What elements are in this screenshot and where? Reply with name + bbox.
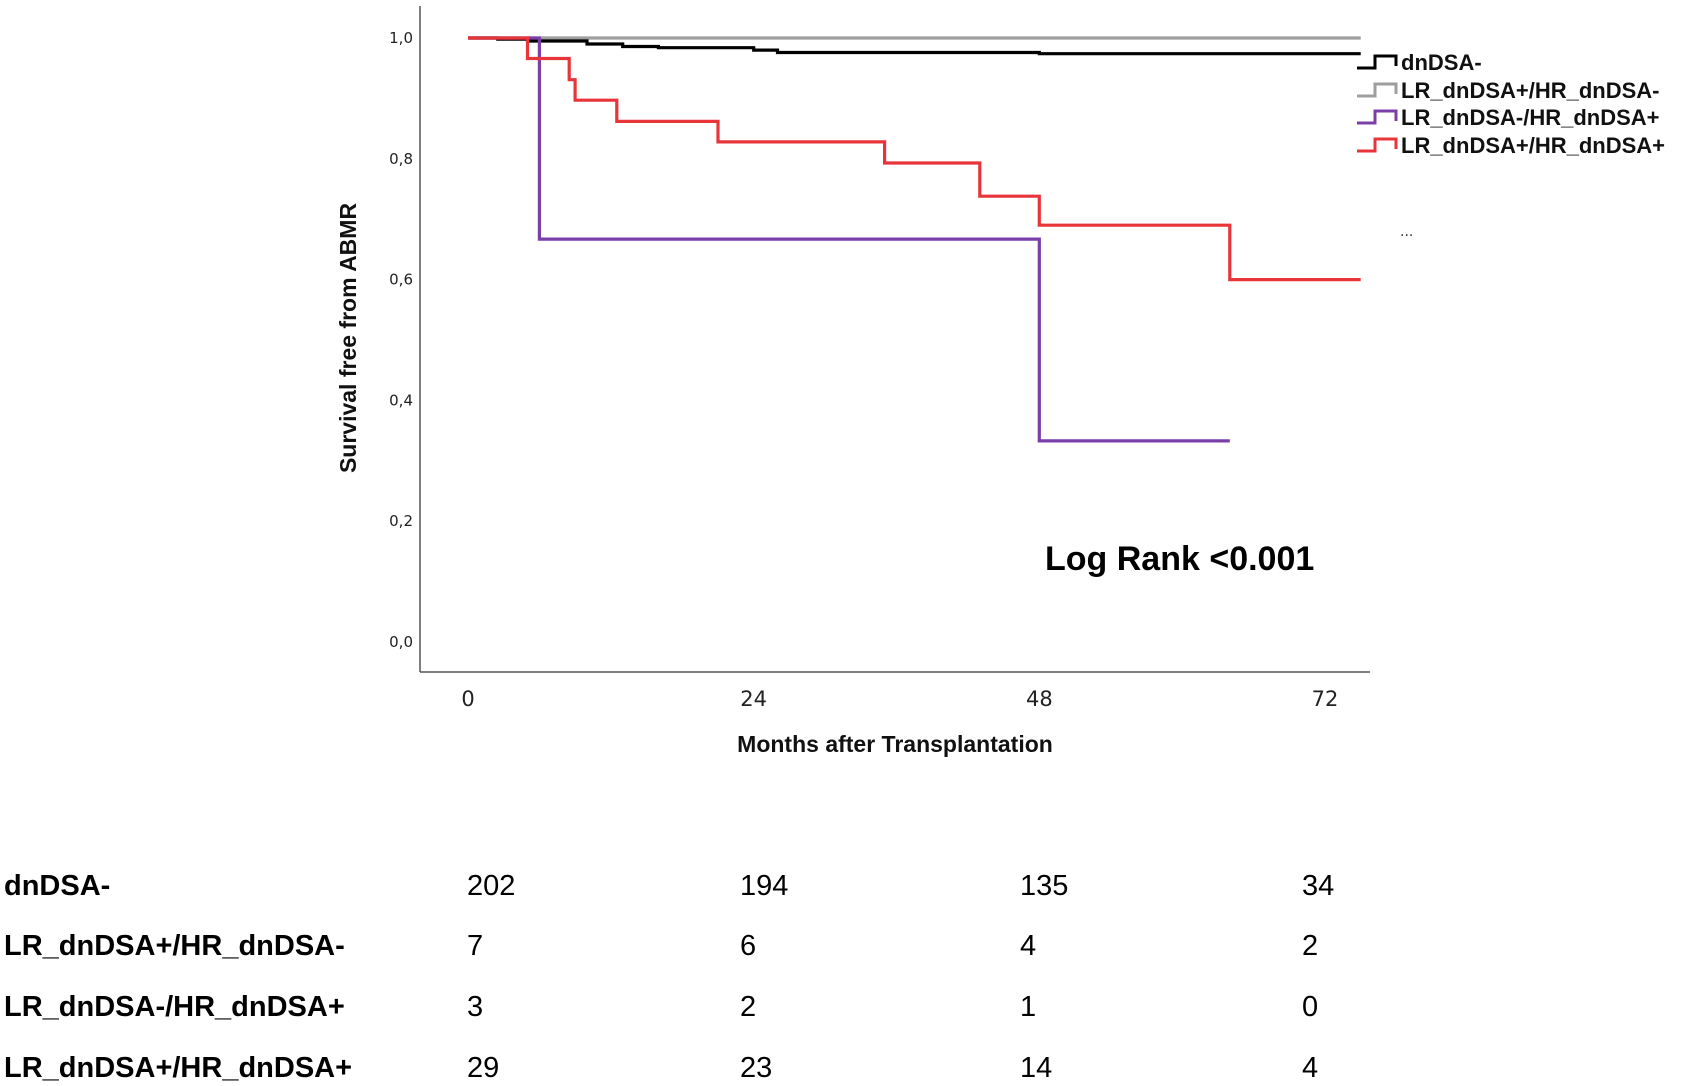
risk-row-label: LR_dnDSA+/HR_dnDSA- [4,930,345,962]
x-axis-title: Months after Transplantation [737,731,1053,757]
curve-series-1 [468,36,1361,56]
chart-legend: dnDSA- LR_dnDSA+/HR_dnDSA-LR_dnDSA-/HR_dn… [1357,50,1665,158]
risk-cell-value: 14 [1020,1052,1052,1084]
risk-cell-value: 6 [740,930,756,962]
legend-ellipsis: ... [1400,224,1413,240]
legend-label: LR_dnDSA-/HR_dnDSA+ [1401,105,1660,130]
legend-swatch [1357,137,1398,153]
y-tick-label: 0,6 [389,271,413,289]
y-axis-title: Survival free from ABMR [335,203,361,473]
risk-row-label: LR_dnDSA+/HR_dnDSA+ [4,1052,352,1084]
risk-cell-value: 34 [1302,870,1334,902]
legend-swatch [1357,54,1398,70]
risk-cell-value: 1 [1020,991,1036,1023]
survival-curves [468,36,1361,443]
y-tick-label: 0,4 [389,391,413,409]
y-tick-label: 0,8 [389,150,413,168]
legend-label: LR_dnDSA+/HR_dnDSA- [1401,78,1660,103]
x-tick-label: 48 [1026,687,1053,711]
legend-swatch [1357,109,1398,125]
risk-row-label: LR_dnDSA-/HR_dnDSA+ [4,991,345,1023]
risk-cell-value: 0 [1302,991,1318,1023]
risk-cell-value: 194 [740,870,788,902]
risk-cell-value: 2 [740,991,756,1023]
risk-cell-value: 135 [1020,870,1068,902]
risk-cell-value: 4 [1302,1052,1318,1084]
risk-cell-value: 7 [467,930,483,962]
legend-swatch [1357,82,1398,98]
risk-cell-value: 4 [1020,930,1036,962]
y-tick-labels: 0,0 0,2 0,4 0,6 0,8 1,0 [389,29,413,651]
risk-cell-value: 202 [467,870,515,902]
legend-label: dnDSA- [1401,50,1482,75]
y-tick-label: 0,2 [389,512,413,530]
chart-axes [419,6,1370,673]
x-tick-label: 24 [740,687,767,711]
risk-cell-value: 29 [467,1052,499,1084]
curve-series-4 [468,36,1361,282]
risk-cell-value: 3 [467,991,483,1023]
x-tick-labels: 0 24 48 72 [461,687,1338,711]
curve-series-3 [468,36,1230,443]
y-tick-label: 1,0 [389,29,413,47]
x-tick-label: 0 [461,687,474,711]
risk-row-label: dnDSA- [4,870,110,902]
risk-cell-value: 23 [740,1052,772,1084]
x-tick-label: 72 [1312,687,1339,711]
legend-label: LR_dnDSA+/HR_dnDSA+ [1401,133,1665,158]
y-tick-label: 0,0 [389,633,413,651]
risk-cell-value: 2 [1302,930,1318,962]
log-rank-annotation: Log Rank <0.001 [1045,540,1314,578]
